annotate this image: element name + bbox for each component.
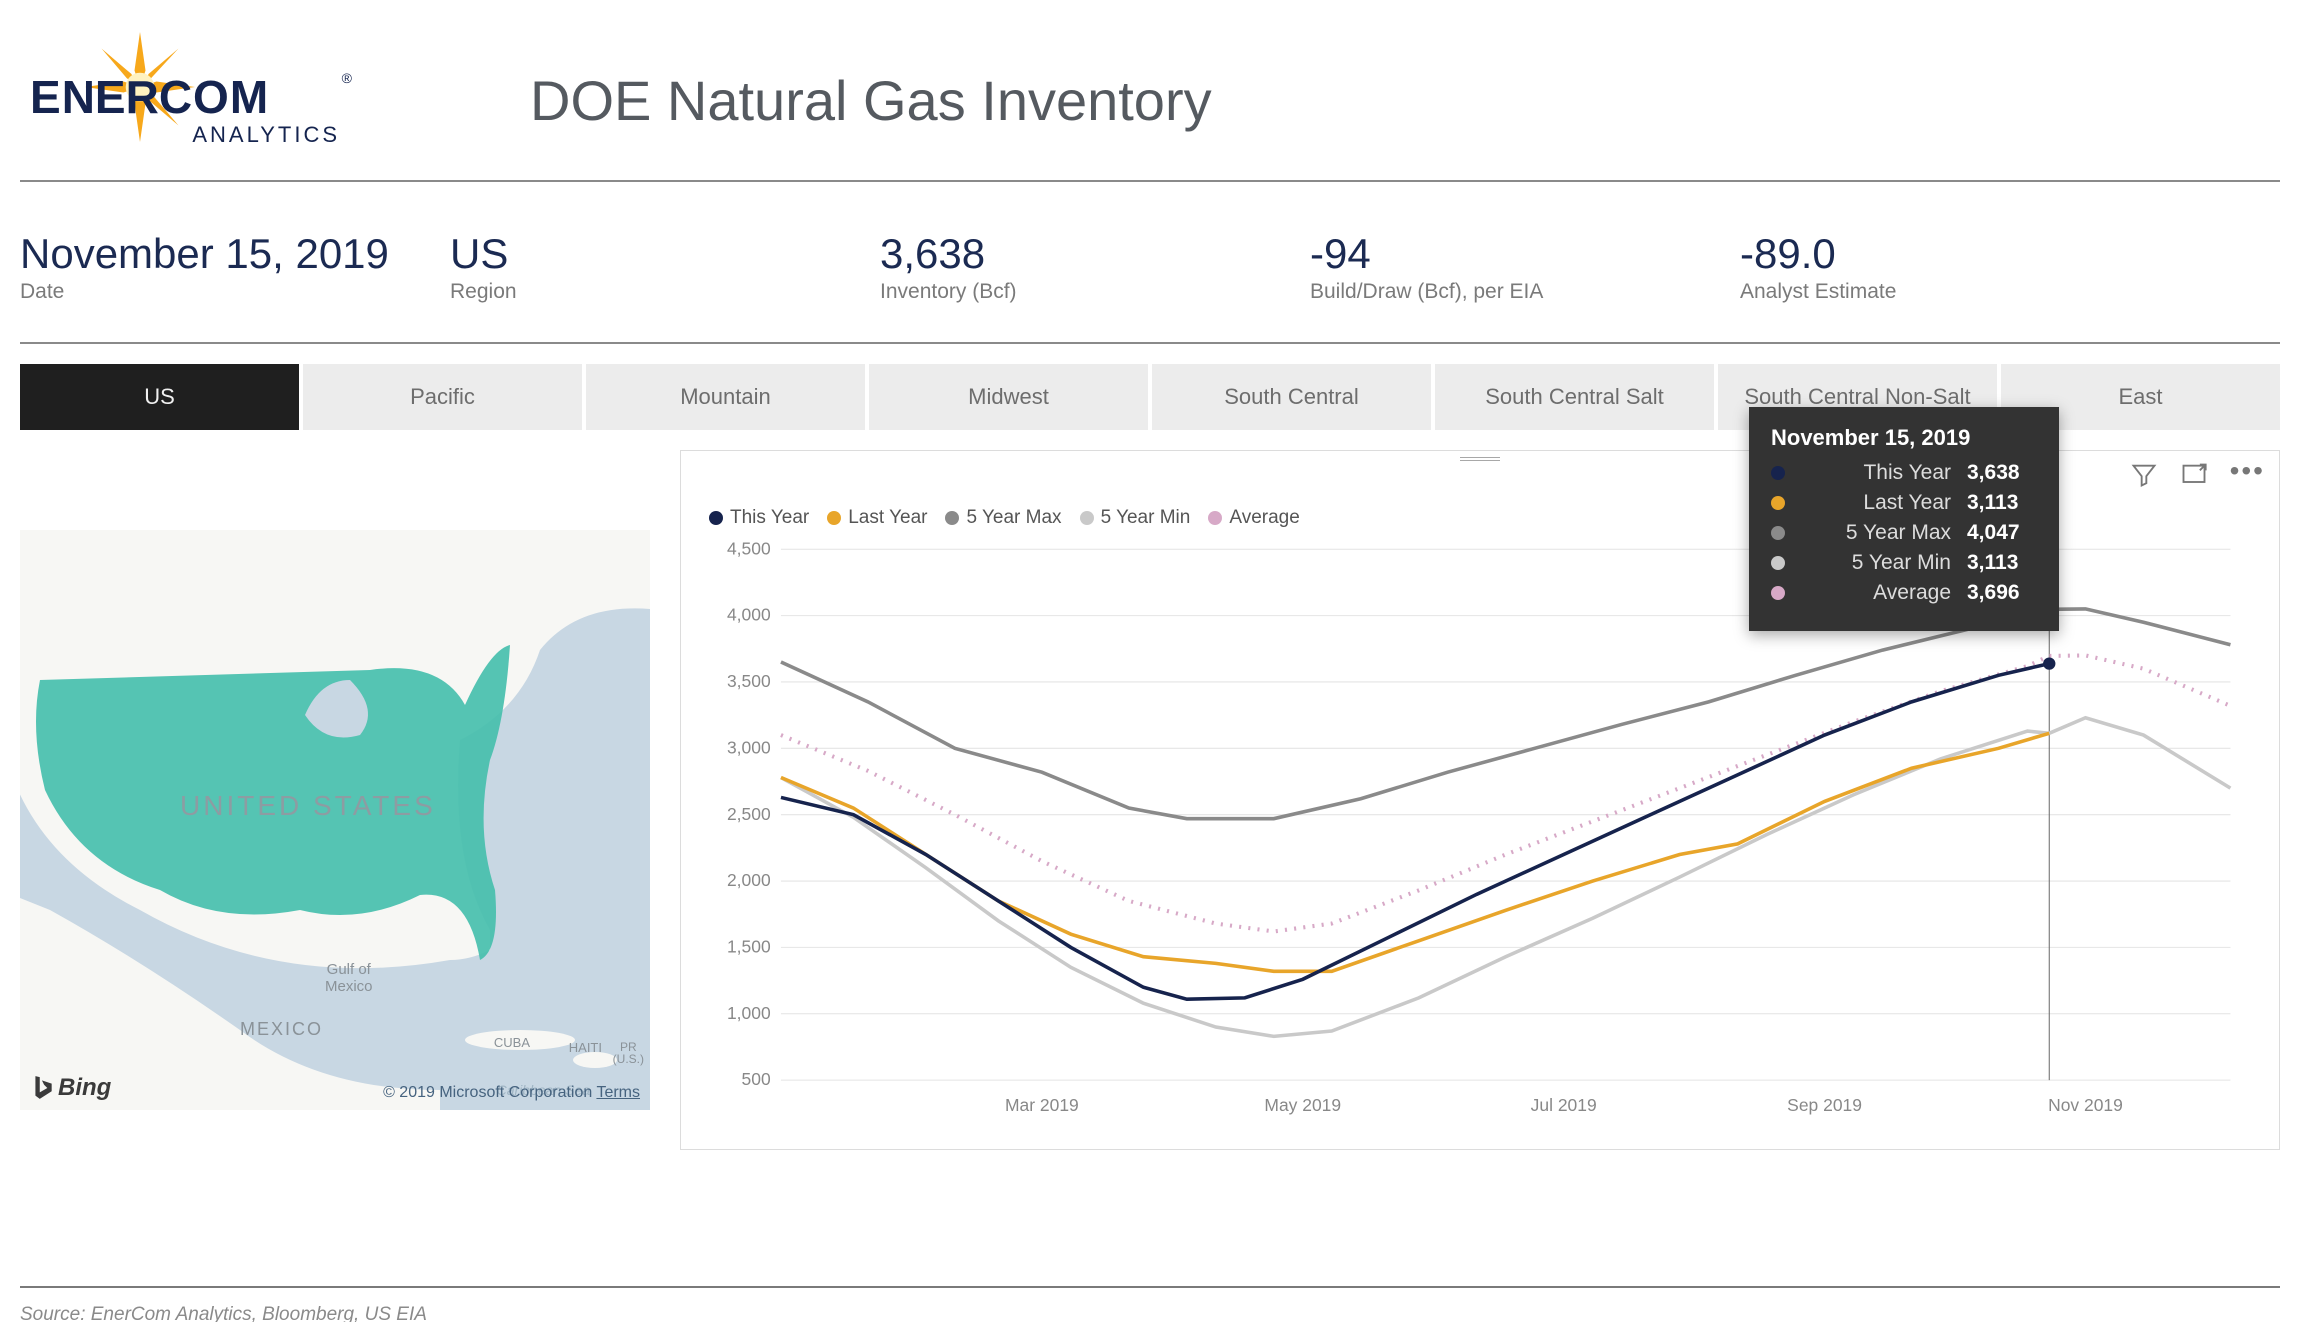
kpi-label: Analyst Estimate bbox=[1740, 280, 2170, 304]
tooltip-row: Average3,696 bbox=[1771, 581, 2037, 605]
kpi-label: Date bbox=[20, 280, 450, 304]
filter-icon[interactable] bbox=[2130, 461, 2158, 489]
svg-text:2,500: 2,500 bbox=[727, 804, 771, 824]
kpi-label: Build/Draw (Bcf), per EIA bbox=[1310, 280, 1740, 304]
kpi-label: Inventory (Bcf) bbox=[880, 280, 1310, 304]
svg-text:3,500: 3,500 bbox=[727, 671, 771, 691]
more-options-icon[interactable]: ••• bbox=[2230, 461, 2265, 489]
svg-text:500: 500 bbox=[742, 1069, 771, 1089]
kpi-4: -89.0Analyst Estimate bbox=[1740, 230, 2170, 304]
tab-us[interactable]: US bbox=[20, 364, 299, 430]
legend-item[interactable]: 5 Year Min bbox=[1080, 507, 1191, 529]
legend-item[interactable]: 5 Year Max bbox=[945, 507, 1061, 529]
kpi-3: -94Build/Draw (Bcf), per EIA bbox=[1310, 230, 1740, 304]
chart-legend: This Year Last Year 5 Year Max 5 Year Min Av… bbox=[709, 507, 1300, 529]
kpi-value: -89.0 bbox=[1740, 230, 2170, 278]
footer-rule: Source: EnerCom Analytics, Bloomberg, US… bbox=[20, 1286, 2280, 1296]
tab-south-central[interactable]: South Central bbox=[1152, 364, 1431, 430]
header: ENERCOM ® ANALYTICS DOE Natural Gas Inve… bbox=[20, 40, 2280, 182]
svg-text:4,000: 4,000 bbox=[727, 605, 771, 625]
kpi-2: 3,638Inventory (Bcf) bbox=[880, 230, 1310, 304]
brand-reg: ® bbox=[342, 70, 352, 86]
svg-text:Mar 2019: Mar 2019 bbox=[1005, 1095, 1079, 1115]
svg-text:2,000: 2,000 bbox=[727, 870, 771, 890]
kpi-value: 3,638 bbox=[880, 230, 1310, 278]
legend-item[interactable]: This Year bbox=[709, 507, 809, 529]
map-panel[interactable]: UNITED STATES MEXICO Gulf ofMexico CUBA … bbox=[20, 530, 650, 1110]
map-label-pr: PR(U.S.) bbox=[613, 1041, 644, 1065]
tooltip-row: This Year3,638 bbox=[1771, 461, 2037, 485]
tooltip-row: 5 Year Min3,113 bbox=[1771, 551, 2037, 575]
kpi-value: -94 bbox=[1310, 230, 1740, 278]
svg-text:4,500: 4,500 bbox=[727, 539, 771, 558]
svg-text:Nov 2019: Nov 2019 bbox=[2048, 1095, 2123, 1115]
chart-tooltip: November 15, 2019 This Year3,638 Last Yea… bbox=[1749, 407, 2059, 631]
page-title: DOE Natural Gas Inventory bbox=[530, 68, 1212, 133]
brand-logo: ENERCOM ® ANALYTICS bbox=[30, 50, 340, 150]
brand-subline: ANALYTICS bbox=[192, 122, 340, 148]
map-copyright: © 2019 Microsoft Corporation Terms bbox=[383, 1084, 640, 1102]
legend-item[interactable]: Average bbox=[1208, 507, 1299, 529]
map-label-gulf: Gulf ofMexico bbox=[325, 962, 373, 995]
svg-text:Jul 2019: Jul 2019 bbox=[1531, 1095, 1597, 1115]
content-row: UNITED STATES MEXICO Gulf ofMexico CUBA … bbox=[20, 450, 2280, 1150]
tab-mountain[interactable]: Mountain bbox=[586, 364, 865, 430]
map-label-cuba: CUBA bbox=[494, 1035, 530, 1050]
tooltip-row: Last Year3,113 bbox=[1771, 491, 2037, 515]
legend-label: 5 Year Min bbox=[1101, 507, 1191, 529]
legend-label: This Year bbox=[730, 507, 809, 529]
map-label-haiti: HAITI bbox=[569, 1040, 602, 1055]
map-terms-link[interactable]: Terms bbox=[596, 1084, 640, 1101]
tab-midwest[interactable]: Midwest bbox=[869, 364, 1148, 430]
focus-mode-icon[interactable] bbox=[2180, 461, 2208, 489]
chart-panel: ••• This Year Last Year 5 Year Max 5 Year M… bbox=[680, 450, 2280, 1150]
map-label-us: UNITED STATES bbox=[180, 790, 436, 822]
svg-text:May 2019: May 2019 bbox=[1264, 1095, 1341, 1115]
bing-attribution: Bing bbox=[32, 1074, 111, 1102]
tab-south-central-salt[interactable]: South Central Salt bbox=[1435, 364, 1714, 430]
svg-text:1,500: 1,500 bbox=[727, 937, 771, 957]
tab-pacific[interactable]: Pacific bbox=[303, 364, 582, 430]
legend-label: 5 Year Max bbox=[966, 507, 1061, 529]
tooltip-title: November 15, 2019 bbox=[1771, 425, 2037, 451]
svg-text:3,000: 3,000 bbox=[727, 737, 771, 757]
kpi-row: November 15, 2019DateUSRegion3,638Invent… bbox=[20, 182, 2280, 344]
map-label-mexico: MEXICO bbox=[240, 1019, 323, 1040]
tooltip-row: 5 Year Max4,047 bbox=[1771, 521, 2037, 545]
kpi-0: November 15, 2019Date bbox=[20, 230, 450, 304]
drag-handle-icon[interactable] bbox=[1460, 457, 1500, 463]
kpi-value: November 15, 2019 bbox=[20, 230, 450, 278]
brand-wordmark: ENERCOM bbox=[30, 70, 269, 124]
source-line: Source: EnerCom Analytics, Bloomberg, US… bbox=[20, 1304, 427, 1322]
legend-item[interactable]: Last Year bbox=[827, 507, 927, 529]
svg-text:Sep 2019: Sep 2019 bbox=[1787, 1095, 1862, 1115]
kpi-1: USRegion bbox=[450, 230, 880, 304]
svg-text:1,000: 1,000 bbox=[727, 1003, 771, 1023]
chart-toolbar: ••• bbox=[2130, 461, 2265, 489]
legend-label: Last Year bbox=[848, 507, 927, 529]
kpi-value: US bbox=[450, 230, 880, 278]
bing-icon bbox=[32, 1075, 54, 1101]
kpi-label: Region bbox=[450, 280, 880, 304]
legend-label: Average bbox=[1229, 507, 1299, 529]
